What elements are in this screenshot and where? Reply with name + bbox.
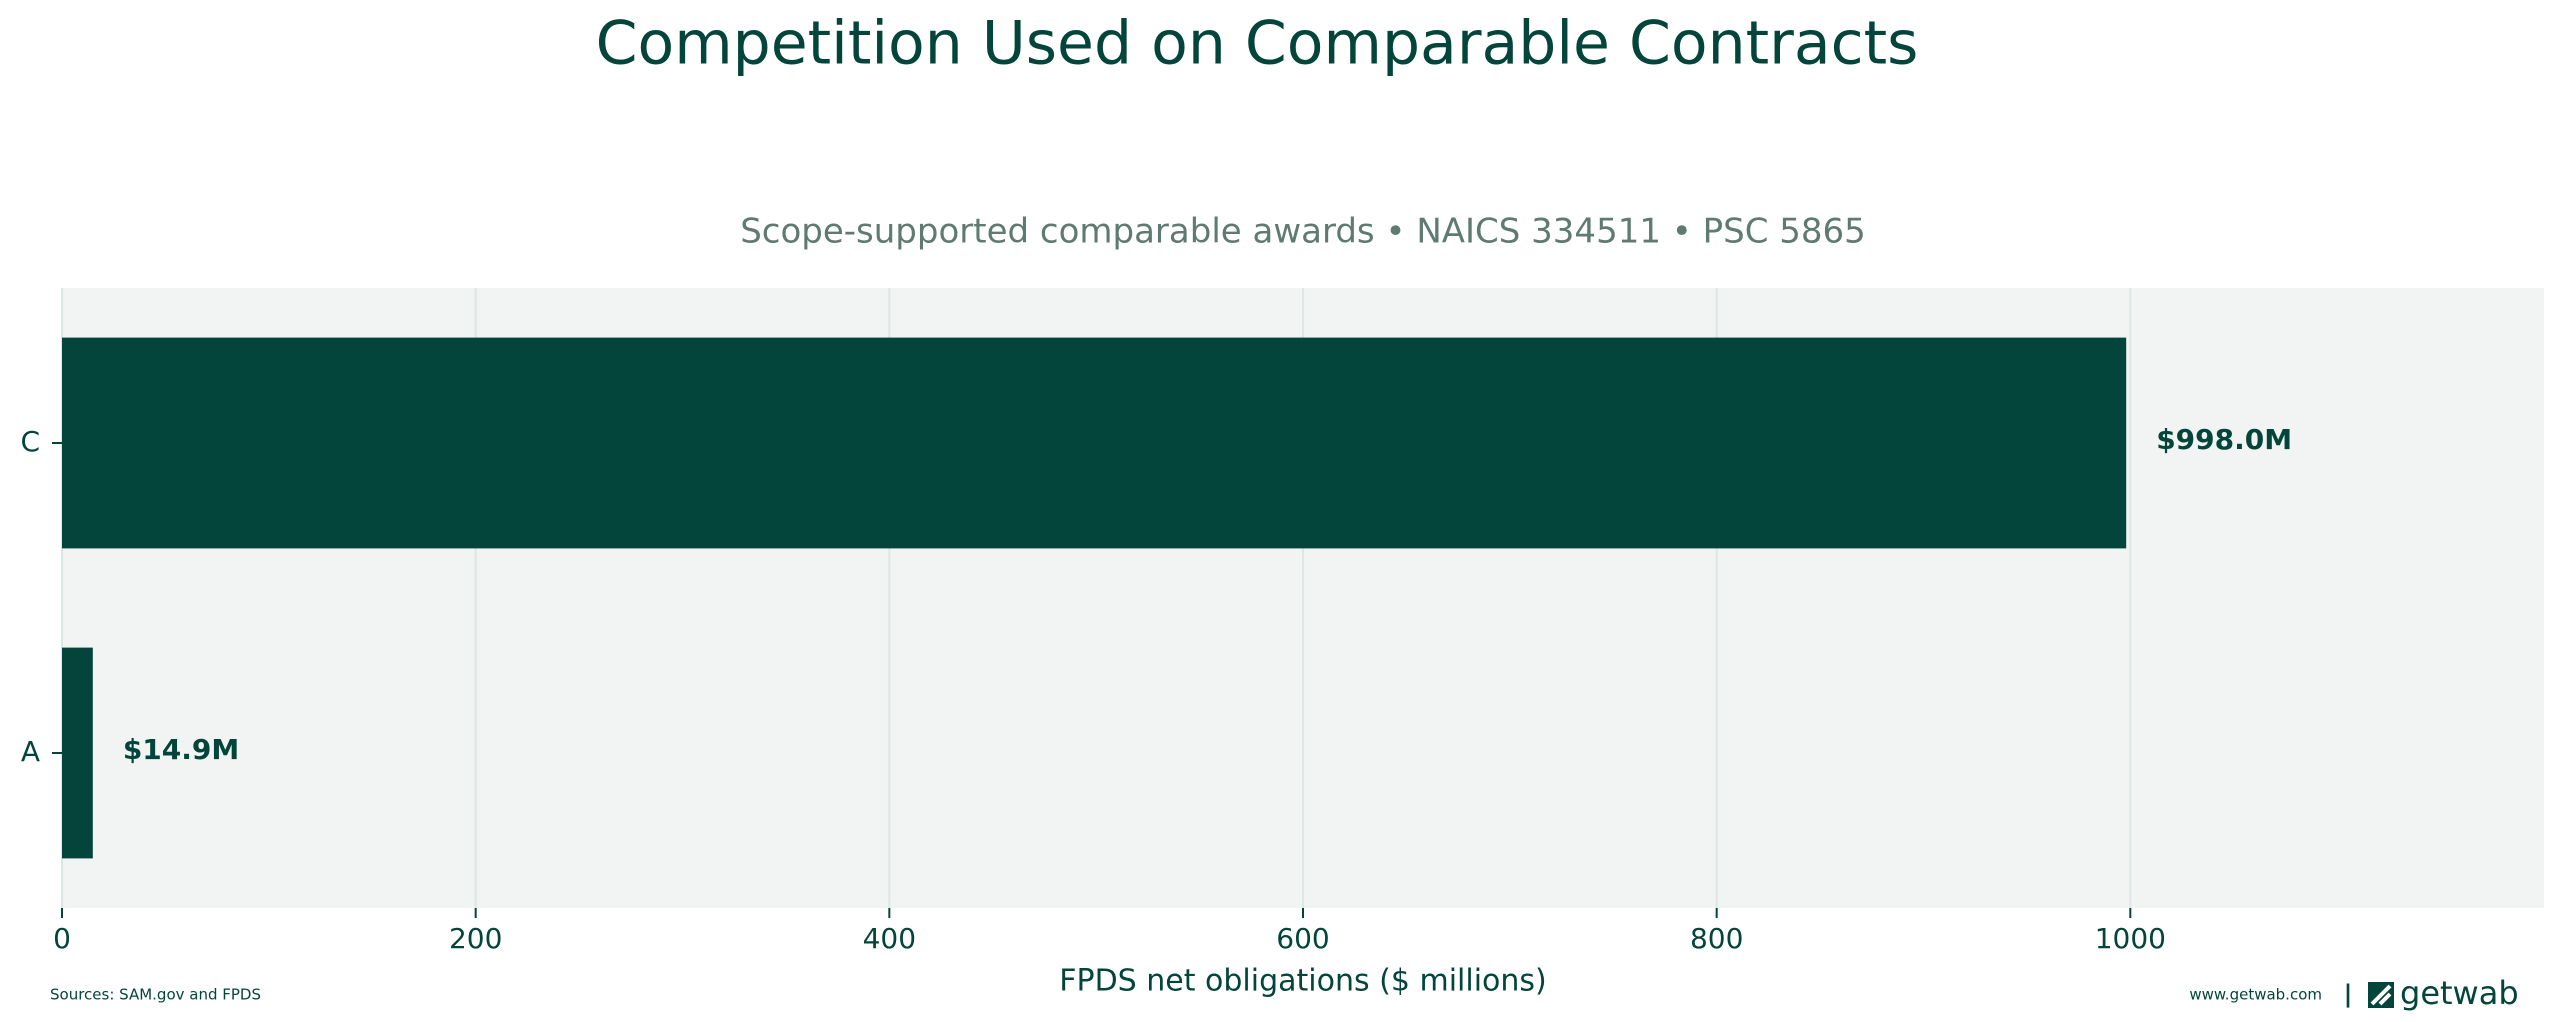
- value-label: $998.0M: [2156, 423, 2292, 456]
- source-note: Sources: SAM.gov and FPDS: [50, 986, 261, 1004]
- chart-title: Competition Used on Comparable Contracts: [596, 9, 1919, 79]
- separator: |: [2344, 980, 2353, 1008]
- logo-text: getwab: [2400, 974, 2519, 1012]
- x-tick-label: 600: [1276, 922, 1329, 955]
- chart-subtitle: Scope-supported comparable awards • NAIC…: [740, 212, 1866, 252]
- value-label: $14.9M: [123, 733, 239, 766]
- y-tick-label: C: [20, 425, 40, 458]
- logo-mark: [2370, 984, 2392, 1006]
- bar: [62, 337, 2127, 549]
- x-tick-label: 800: [1690, 922, 1743, 955]
- y-tick-label: A: [21, 735, 40, 768]
- x-tick-label: 0: [53, 922, 71, 955]
- x-tick-label: 200: [449, 922, 502, 955]
- website: www.getwab.com: [2189, 986, 2322, 1004]
- x-axis-label: FPDS net obligations ($ millions): [1059, 964, 1547, 999]
- bar: [62, 647, 93, 859]
- x-tick-label: 1000: [2095, 922, 2166, 955]
- x-tick-label: 400: [863, 922, 916, 955]
